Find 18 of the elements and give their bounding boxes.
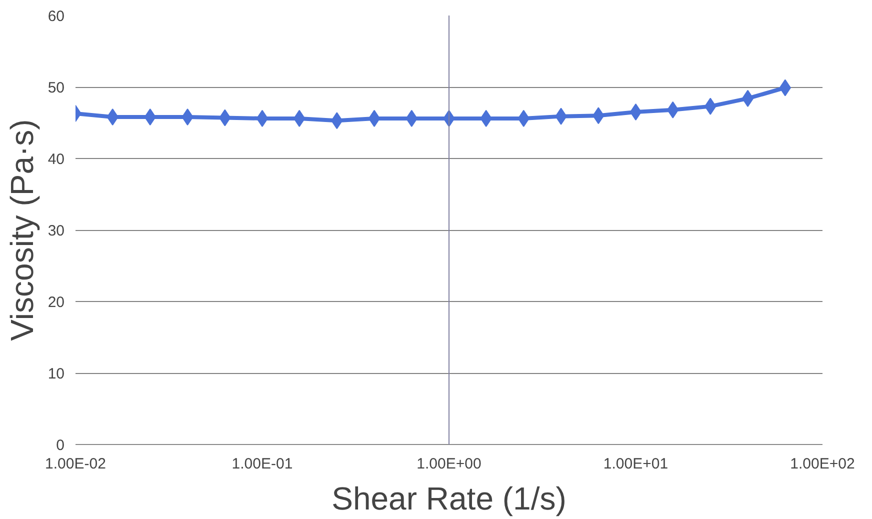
x-axis-title: Shear Rate (1/s)	[332, 480, 566, 516]
y-tick-label: 40	[48, 151, 65, 168]
point	[368, 110, 380, 127]
x-tick-label: 1.00E+01	[603, 456, 668, 472]
x-tick-label: 1.00E+02	[790, 456, 855, 472]
point	[256, 110, 268, 127]
y-tick-label: 30	[48, 222, 65, 240]
y-tick-label: 10	[48, 366, 65, 382]
y-tick-label: 20	[48, 294, 65, 311]
y-tick-label: 0	[56, 437, 64, 454]
x-tick-label: 1.00E-02	[45, 456, 106, 472]
y-tick-label: 50	[48, 80, 65, 96]
point	[742, 90, 754, 107]
x-tick-label: 1.00E-01	[232, 456, 293, 472]
y-tick-label: 60	[48, 8, 65, 25]
y-axis-title: Viscosity (Pa·s)	[4, 119, 40, 341]
x-tick-label: 1.00E+00	[416, 456, 482, 472]
point	[630, 104, 642, 121]
